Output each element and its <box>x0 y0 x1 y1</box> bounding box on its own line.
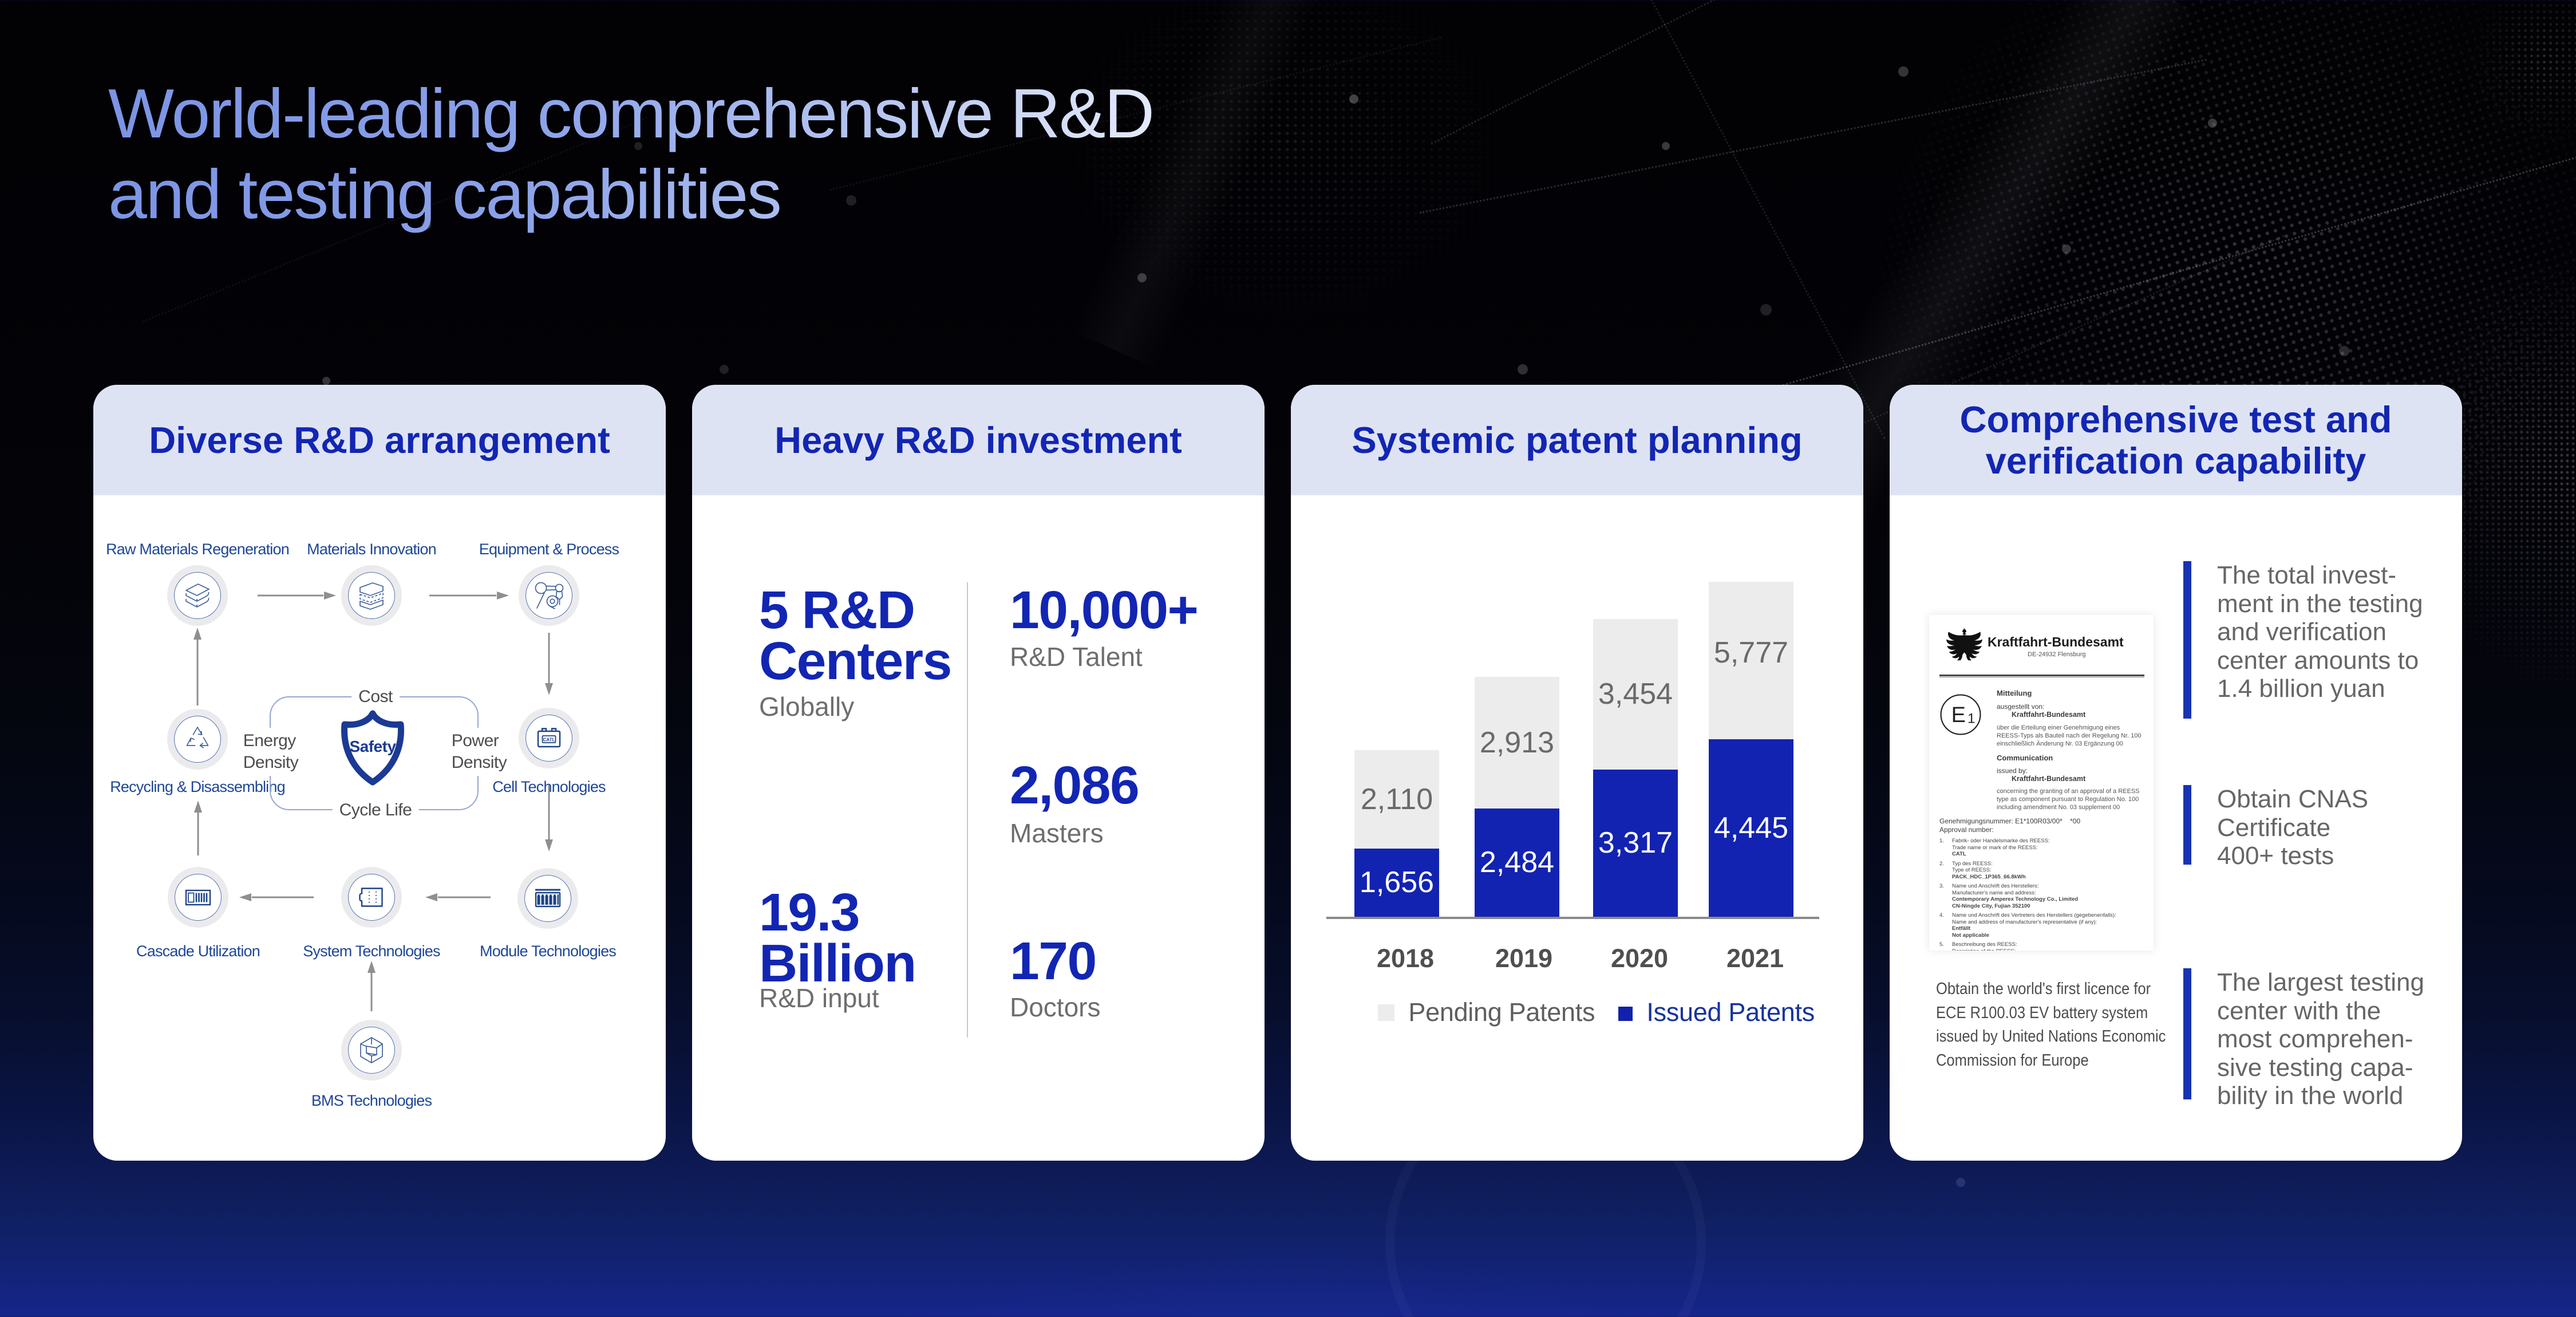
svg-text:1: 1 <box>1967 711 1975 727</box>
svg-text:CATL: CATL <box>543 738 555 743</box>
svg-text:E: E <box>1951 703 1966 727</box>
svg-text:Safety: Safety <box>349 738 396 755</box>
